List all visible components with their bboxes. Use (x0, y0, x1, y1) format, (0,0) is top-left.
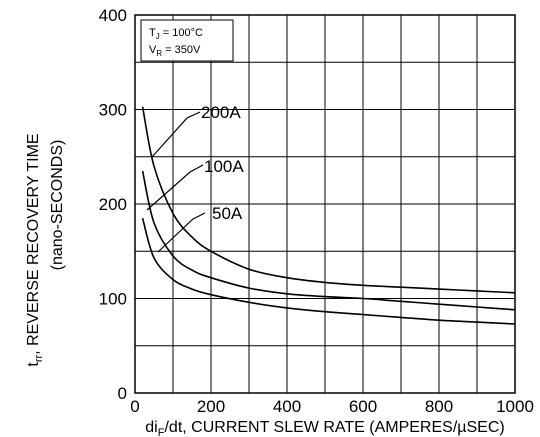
condition-vr: VR = 350V (149, 44, 201, 58)
y-tick-label: 400 (99, 6, 127, 25)
y-tick-labels: 0 100 200 300 400 (99, 6, 127, 403)
y-axis-label-units: (nano-SECONDS) (49, 140, 66, 271)
curve-label-100a: 100A (146, 157, 244, 211)
x-tick-label: 1000 (496, 397, 534, 416)
x-tick-label: 200 (197, 397, 225, 416)
curves (141, 106, 516, 325)
x-tick-label: 400 (273, 397, 301, 416)
curve-label-200a: 200A (151, 103, 241, 158)
x-axis-label: diF/dt, CURRENT SLEW RATE (AMPERES/µSEC) (145, 419, 504, 437)
series-line-100a (141, 170, 516, 311)
svg-text:50A: 50A (212, 204, 243, 223)
y-tick-label: 300 (99, 101, 127, 120)
leader-200a (151, 111, 201, 158)
y-axis-label: trr, REVERSE RECOVERY TIME (25, 133, 45, 366)
x-tick-label: 600 (349, 397, 377, 416)
leader-50a (157, 212, 206, 253)
y-tick-label: 200 (99, 195, 127, 214)
series-line-50a (141, 217, 516, 325)
y-tick-label: 0 (118, 384, 127, 403)
series-line-200a (141, 106, 516, 294)
grid (134, 14, 516, 394)
x-tick-labels: 0 200 400 600 800 1000 (130, 397, 534, 416)
condition-tj: TJ = 100°C (149, 27, 203, 41)
conditions-box: TJ = 100°C VR = 350V (140, 19, 234, 62)
x-tick-label: 0 (130, 397, 139, 416)
x-tick-label: 800 (425, 397, 453, 416)
y-tick-label: 100 (99, 290, 127, 309)
svg-text:200A: 200A (201, 103, 241, 122)
svg-text:100A: 100A (204, 157, 244, 176)
curve-label-50a: 50A (157, 204, 243, 253)
leader-100a (146, 164, 204, 211)
